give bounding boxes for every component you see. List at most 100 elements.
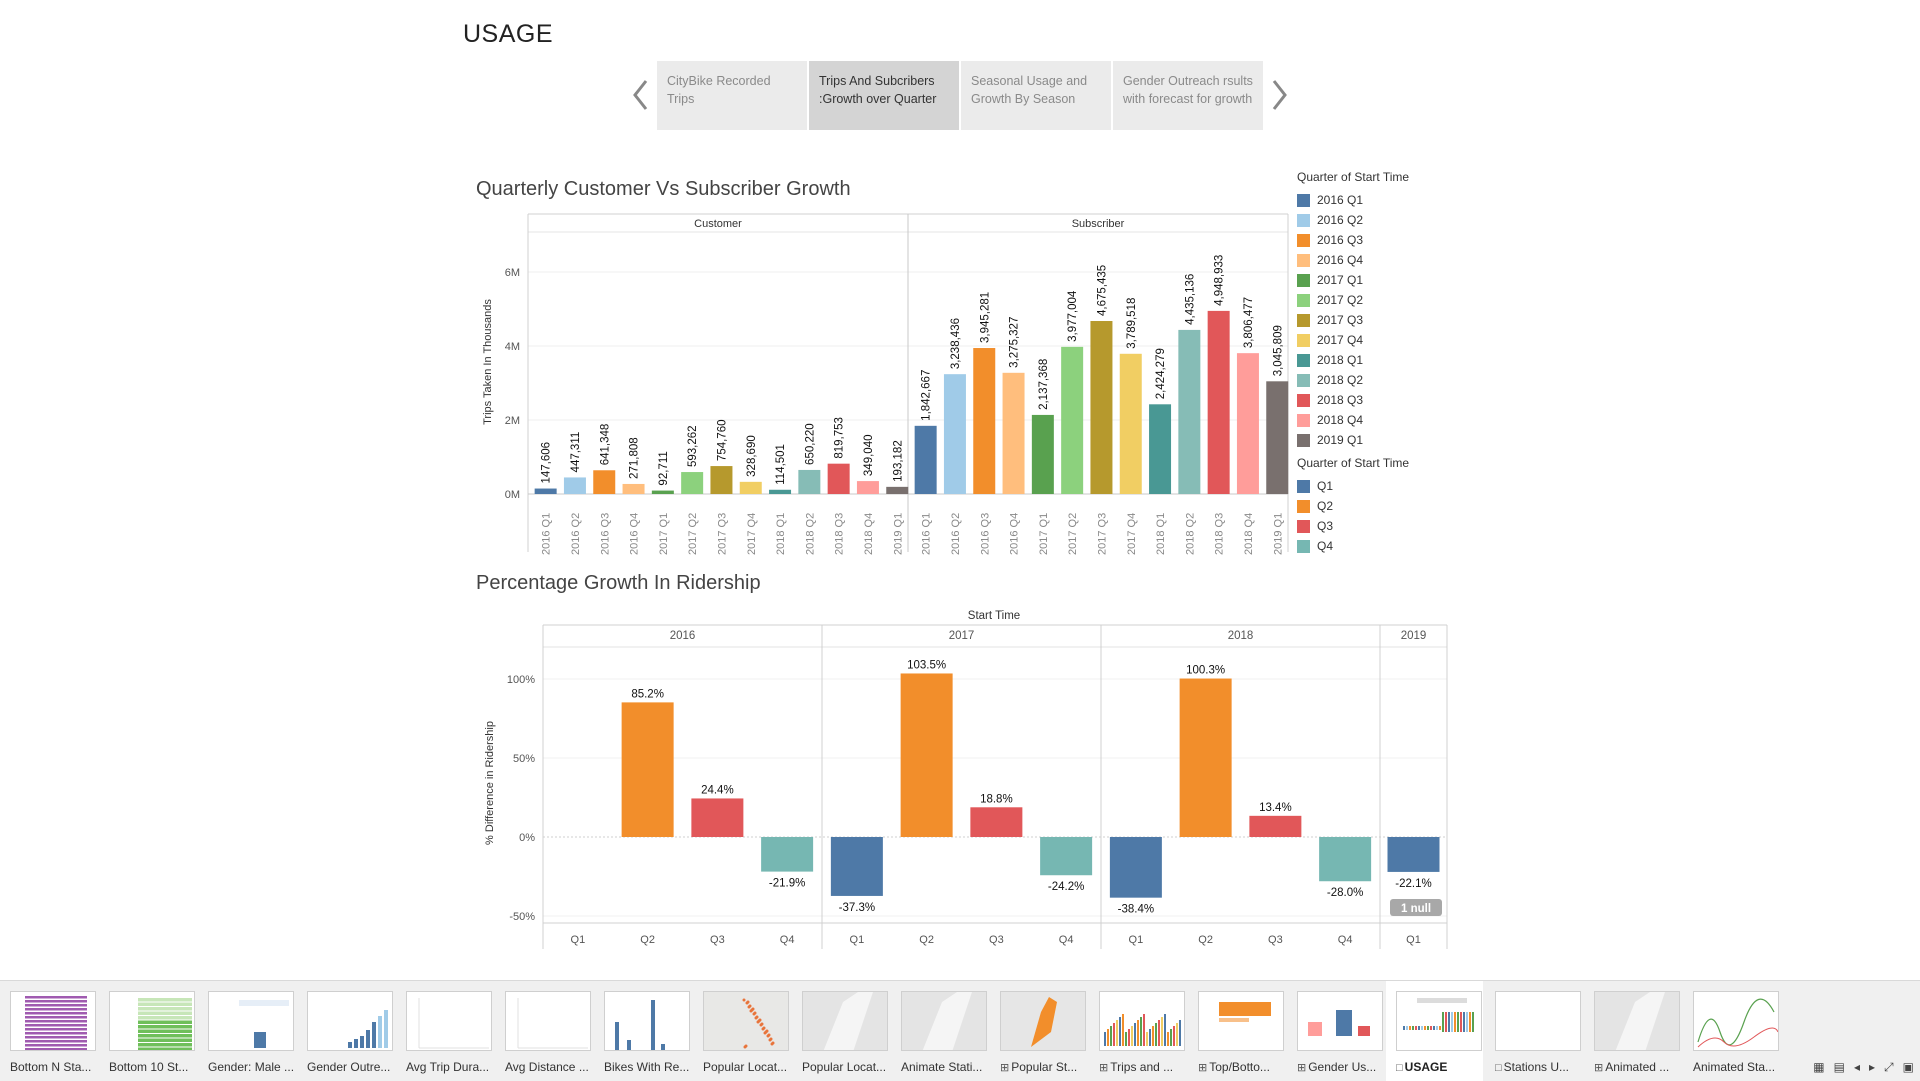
sheet-tab[interactable]: ⊞ Gender Us...: [1287, 981, 1384, 1081]
subscriber-bar-10[interactable]: [1207, 310, 1230, 494]
sheet-thumbnail[interactable]: [604, 991, 690, 1051]
sheet-tab[interactable]: Bottom 10 St...: [99, 981, 196, 1081]
sheet-thumbnail[interactable]: [1495, 991, 1581, 1051]
customer-bar-9[interactable]: [798, 469, 821, 494]
legend-item-year-quarter-6[interactable]: 2017 Q3: [1297, 310, 1457, 330]
growth-bar-2017-Q2[interactable]: [900, 673, 953, 837]
sheet-thumbnail[interactable]: [1099, 991, 1185, 1051]
legend-item-year-quarter-8[interactable]: 2018 Q1: [1297, 350, 1457, 370]
subscriber-bar-11[interactable]: [1236, 353, 1259, 494]
legend-item-year-quarter-0[interactable]: 2016 Q1: [1297, 190, 1457, 210]
sheet-tab[interactable]: □ USAGE: [1386, 981, 1483, 1081]
sheet-tab[interactable]: ⊞ Animated ...: [1584, 981, 1681, 1081]
customer-bar-8[interactable]: [769, 489, 792, 494]
sheet-thumbnail[interactable]: [1198, 991, 1284, 1051]
sheet-tab[interactable]: Gender Outre...: [297, 981, 394, 1081]
sheet-thumbnail[interactable]: [1396, 991, 1482, 1051]
legend-item-quarter-0[interactable]: Q1: [1297, 476, 1457, 496]
sheet-tab[interactable]: Avg Trip Dura...: [396, 981, 493, 1081]
subscriber-bar-12[interactable]: [1266, 381, 1289, 494]
null-indicator-badge[interactable]: [1390, 899, 1442, 916]
subscriber-bar-4[interactable]: [1031, 414, 1054, 494]
story-point-4[interactable]: Gender Outreach rsults with forecast for…: [1113, 61, 1263, 130]
subscriber-bar-1[interactable]: [943, 374, 966, 494]
growth-bar-2017-Q1[interactable]: [830, 837, 883, 896]
subscriber-bar-5[interactable]: [1061, 346, 1084, 494]
customer-bar-2[interactable]: [593, 470, 616, 494]
customer-bar-11[interactable]: [856, 481, 879, 494]
legend-item-quarter-2[interactable]: Q3: [1297, 516, 1457, 536]
growth-bar-2016-Q4[interactable]: [761, 837, 814, 872]
next-sheet-icon[interactable]: ▸: [1869, 1060, 1876, 1074]
sheet-thumbnail[interactable]: [406, 991, 492, 1051]
sheet-tab[interactable]: ⊞ Top/Botto...: [1188, 981, 1285, 1081]
sheet-tab[interactable]: Gender: Male ...: [198, 981, 295, 1081]
story-point-2-active[interactable]: Trips And Subcribers :Growth over Quarte…: [809, 61, 959, 130]
sheet-thumbnail[interactable]: [307, 991, 393, 1051]
subscriber-bar-7[interactable]: [1119, 353, 1142, 494]
customer-bar-0[interactable]: [534, 488, 557, 494]
subscriber-bar-9[interactable]: [1178, 329, 1201, 494]
sheet-thumbnail[interactable]: [109, 991, 195, 1051]
subscriber-bar-8[interactable]: [1149, 404, 1172, 494]
legend-item-quarter-3[interactable]: Q4: [1297, 536, 1457, 556]
legend-item-year-quarter-12[interactable]: 2019 Q1: [1297, 430, 1457, 450]
legend-item-year-quarter-10[interactable]: 2018 Q3: [1297, 390, 1457, 410]
legend-item-year-quarter-3[interactable]: 2016 Q4: [1297, 250, 1457, 270]
growth-bar-2019-Q1[interactable]: [1387, 837, 1440, 872]
growth-bar-2018-Q2[interactable]: [1179, 678, 1232, 837]
growth-bar-2018-Q3[interactable]: [1249, 815, 1302, 837]
sheet-thumbnail[interactable]: [1693, 991, 1779, 1051]
subscriber-bar-2[interactable]: [973, 348, 996, 494]
customer-bar-6[interactable]: [710, 466, 733, 494]
sheet-thumbnail[interactable]: [208, 991, 294, 1051]
sheet-thumbnail[interactable]: [1594, 991, 1680, 1051]
legend-item-year-quarter-5[interactable]: 2017 Q2: [1297, 290, 1457, 310]
next-story-point-arrow-icon[interactable]: [1266, 78, 1292, 112]
customer-bar-12[interactable]: [886, 486, 909, 494]
sheet-thumbnail[interactable]: [1297, 991, 1383, 1051]
subscriber-bar-0[interactable]: [914, 425, 937, 494]
sheet-tab[interactable]: Animate Stati...: [891, 981, 988, 1081]
growth-bar-2018-Q4[interactable]: [1319, 837, 1372, 882]
legend-item-year-quarter-7[interactable]: 2017 Q4: [1297, 330, 1457, 350]
growth-bar-2016-Q2[interactable]: [621, 702, 674, 837]
growth-bar-2017-Q4[interactable]: [1040, 837, 1093, 876]
sheet-tab[interactable]: Animated Sta...: [1683, 981, 1780, 1081]
sheet-tab[interactable]: Popular Locat...: [792, 981, 889, 1081]
subscriber-bar-6[interactable]: [1090, 321, 1113, 494]
story-point-3[interactable]: Seasonal Usage and Growth By Season: [961, 61, 1111, 130]
customer-bar-4[interactable]: [651, 490, 674, 494]
sheet-thumbnail[interactable]: [505, 991, 591, 1051]
sheet-thumbnail[interactable]: [1000, 991, 1086, 1051]
growth-bar-2017-Q3[interactable]: [970, 807, 1023, 837]
sheet-tab[interactable]: Bottom N Sta...: [0, 981, 97, 1081]
sheet-tab[interactable]: Bikes With Re...: [594, 981, 691, 1081]
legend-item-year-quarter-11[interactable]: 2018 Q4: [1297, 410, 1457, 430]
legend-item-year-quarter-1[interactable]: 2016 Q2: [1297, 210, 1457, 230]
growth-bar-2016-Q3[interactable]: [691, 798, 744, 837]
list-view-icon[interactable]: ▤: [1833, 1060, 1845, 1074]
prev-sheet-icon[interactable]: ◂: [1853, 1060, 1861, 1074]
sheet-tab[interactable]: □ Stations U...: [1485, 981, 1582, 1081]
legend-item-year-quarter-4[interactable]: 2017 Q1: [1297, 270, 1457, 290]
legend-item-year-quarter-9[interactable]: 2018 Q2: [1297, 370, 1457, 390]
sheet-tab[interactable]: Avg Distance ...: [495, 981, 592, 1081]
growth-bar-2018-Q1[interactable]: [1109, 837, 1162, 898]
sheet-thumbnail[interactable]: [802, 991, 888, 1051]
sheet-thumbnail[interactable]: [901, 991, 987, 1051]
previous-story-point-arrow-icon[interactable]: [628, 78, 654, 112]
grid-view-icon[interactable]: ▦: [1813, 1060, 1825, 1074]
customer-bar-1[interactable]: [563, 477, 586, 494]
sheet-thumbnail[interactable]: [703, 991, 789, 1051]
fit-icon[interactable]: ⤢: [1884, 1060, 1894, 1074]
legend-item-quarter-1[interactable]: Q2: [1297, 496, 1457, 516]
story-point-1[interactable]: CityBike Recorded Trips: [657, 61, 807, 130]
sheet-tab[interactable]: Popular Locat...: [693, 981, 790, 1081]
subscriber-bar-3[interactable]: [1002, 372, 1025, 494]
sheet-thumbnail[interactable]: [10, 991, 96, 1051]
customer-bar-5[interactable]: [681, 472, 704, 494]
customer-bar-3[interactable]: [622, 483, 645, 494]
sheet-tab[interactable]: ⊞ Popular St...: [990, 981, 1087, 1081]
customer-bar-10[interactable]: [827, 463, 850, 494]
